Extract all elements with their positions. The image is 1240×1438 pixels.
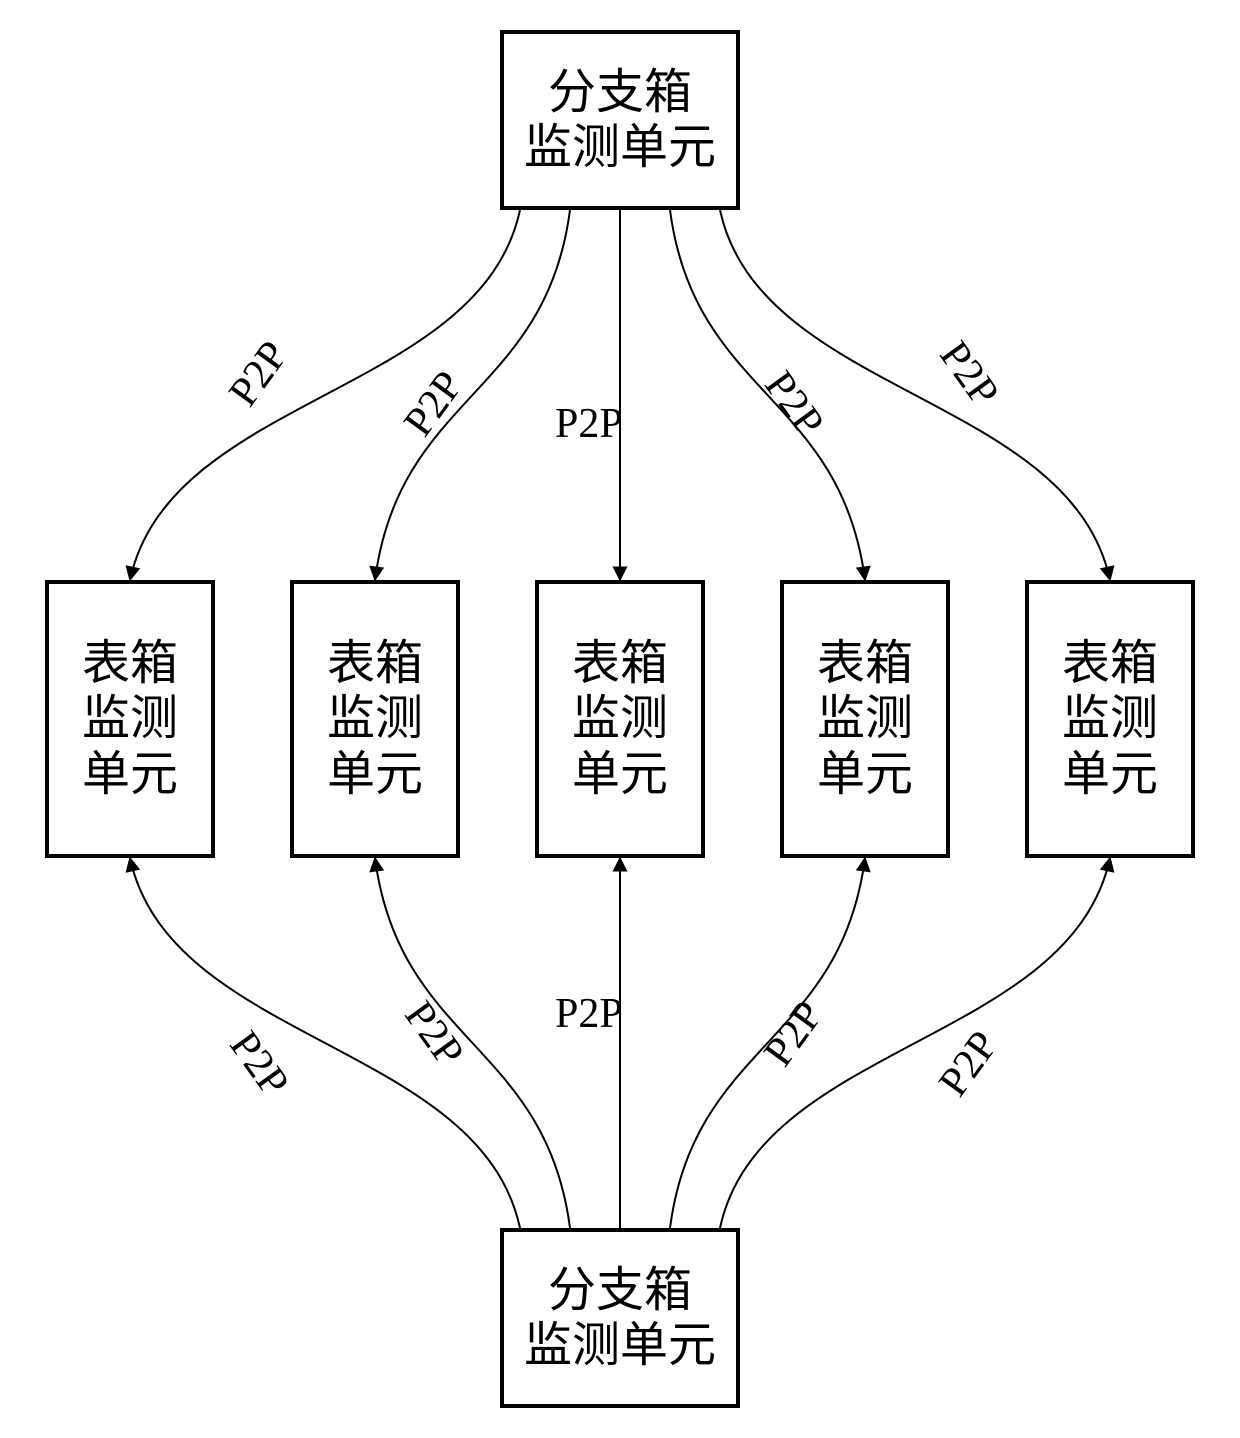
branch-box-bottom-label: 分支箱监测单元 [524,1263,716,1373]
branch-box-top: 分支箱监测单元 [500,30,740,210]
meter-box-4-label: 表箱监测单元 [817,636,913,802]
meter-box-3: 表箱监测单元 [535,580,705,858]
edge-label-bot-m3: P2P [555,990,623,1038]
edge-label-top-m3: P2P [555,400,623,448]
edge-bot_m2 [375,858,570,1228]
meter-box-3-label: 表箱监测单元 [572,636,668,802]
edge-top_m2 [375,210,570,580]
meter-box-5-label: 表箱监测单元 [1062,636,1158,802]
branch-box-bottom: 分支箱监测单元 [500,1228,740,1408]
meter-box-2-label: 表箱监测单元 [327,636,423,802]
meter-box-4: 表箱监测单元 [780,580,950,858]
meter-box-2: 表箱监测单元 [290,580,460,858]
meter-box-1: 表箱监测单元 [45,580,215,858]
meter-box-1-label: 表箱监测单元 [82,636,178,802]
meter-box-5: 表箱监测单元 [1025,580,1195,858]
diagram-canvas: 分支箱监测单元 分支箱监测单元 表箱监测单元 表箱监测单元 表箱监测单元 表箱监… [0,0,1240,1438]
branch-box-top-label: 分支箱监测单元 [524,65,716,175]
